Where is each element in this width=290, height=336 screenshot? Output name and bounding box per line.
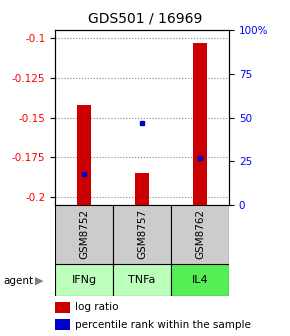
Bar [113, 205, 171, 264]
Bar [171, 264, 229, 296]
Bar [193, 43, 207, 205]
Bar [55, 302, 70, 313]
Text: agent: agent [3, 276, 33, 286]
Text: log ratio: log ratio [75, 302, 119, 312]
Bar [77, 105, 91, 205]
Text: TNFa: TNFa [128, 275, 156, 285]
Text: IL4: IL4 [192, 275, 209, 285]
Bar [55, 320, 70, 330]
Text: IFNg: IFNg [72, 275, 97, 285]
Bar [55, 205, 113, 264]
Bar [55, 264, 113, 296]
Bar [135, 173, 149, 205]
Text: GDS501 / 16969: GDS501 / 16969 [88, 12, 202, 26]
Text: GSM8752: GSM8752 [79, 209, 89, 259]
Text: percentile rank within the sample: percentile rank within the sample [75, 320, 251, 330]
Text: GSM8757: GSM8757 [137, 209, 147, 259]
Bar [113, 264, 171, 296]
Bar [171, 205, 229, 264]
Text: ▶: ▶ [35, 276, 44, 286]
Text: GSM8762: GSM8762 [195, 209, 205, 259]
